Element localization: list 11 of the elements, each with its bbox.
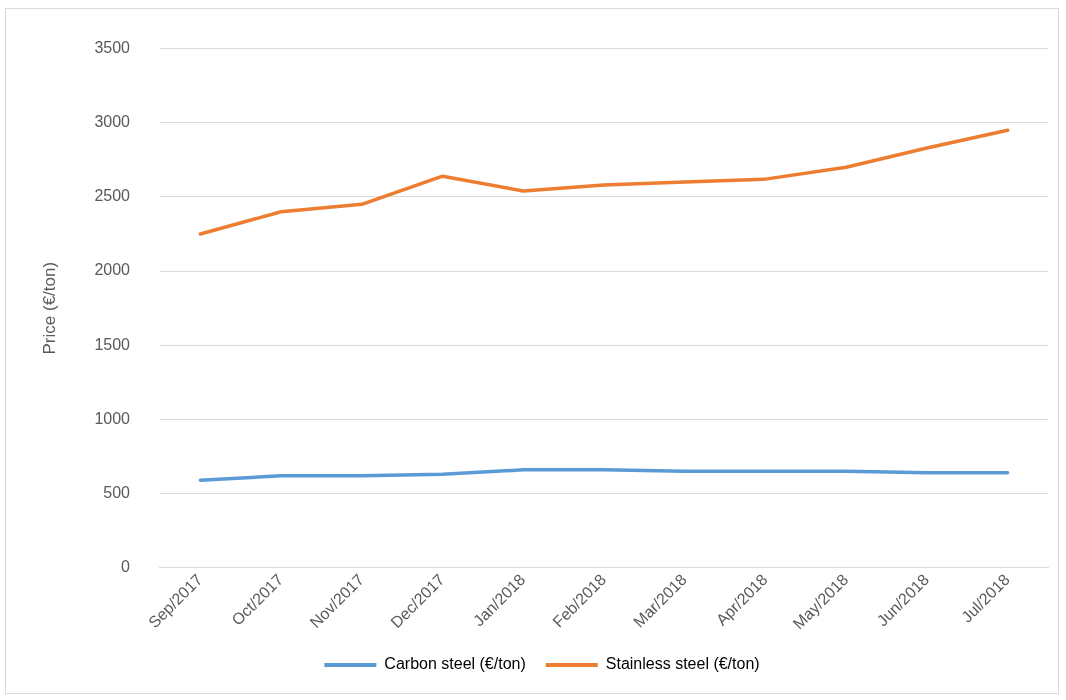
y-tick-label: 1500 (94, 335, 131, 353)
legend-label: Carbon steel (€/ton) (384, 655, 526, 673)
y-tick-label: 2500 (94, 187, 131, 205)
y-axis-title: Price (€/ton) (39, 261, 59, 355)
y-tick-label: 500 (103, 483, 131, 501)
y-tick-label: 3500 (94, 39, 131, 57)
y-tick-label: 2000 (94, 261, 131, 279)
y-tick-label: 3000 (94, 113, 131, 131)
legend-label: Stainless steel (€/ton) (605, 655, 760, 673)
y-tick-label: 1000 (94, 409, 131, 427)
y-tick-label: 0 (121, 558, 131, 576)
